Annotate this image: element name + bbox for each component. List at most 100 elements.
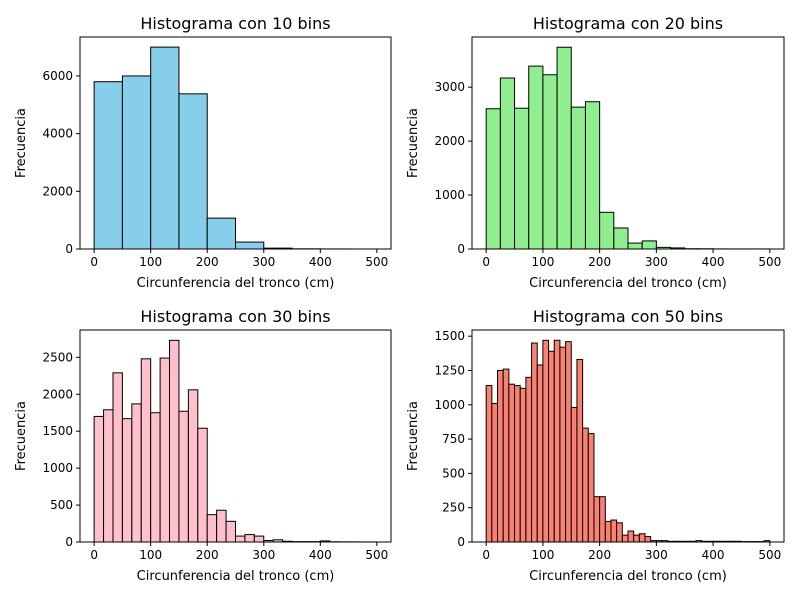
histogram-bar — [485, 108, 501, 250]
histogram-bar — [559, 346, 567, 543]
x-tick-label: 0 — [90, 548, 98, 562]
histogram-bar — [542, 339, 550, 543]
y-axis-label: Frecuencia — [406, 108, 421, 178]
histogram-bar — [121, 75, 152, 250]
x-tick-label: 200 — [196, 255, 219, 269]
y-tick-label: 4000 — [42, 127, 73, 141]
histogram-bar — [93, 415, 105, 543]
histogram-bar — [121, 418, 133, 543]
histogram-bar — [178, 93, 208, 250]
histogram-bar — [593, 496, 601, 543]
histogram-bar — [644, 536, 652, 543]
y-axis-label: Frecuencia — [406, 401, 421, 471]
y-tick-label: 6000 — [42, 69, 73, 83]
y-tick-label: 2500 — [42, 350, 73, 364]
histogram-bar — [531, 342, 538, 543]
histogram-bar — [112, 372, 123, 543]
histogram-bar — [514, 385, 521, 543]
subplot-2: 0 100 200 300 400 500 0 1000 2000 3000 Histograma … — [406, 14, 785, 291]
y-tick-label: 1000 — [434, 188, 465, 202]
histogram-bar — [599, 211, 615, 250]
y-tick-label: 1500 — [434, 329, 465, 343]
histogram-bar — [235, 535, 246, 543]
y-tick-label: 1000 — [434, 398, 465, 412]
histogram-bar — [508, 383, 516, 543]
axes-frame — [471, 36, 785, 250]
x-tick-label: 0 — [482, 548, 490, 562]
histogram-bar — [140, 358, 152, 543]
x-tick-label: 300 — [252, 548, 275, 562]
histogram-bar — [610, 519, 618, 543]
x-tick-label: 0 — [482, 255, 490, 269]
y-tick-label: 0 — [65, 242, 73, 256]
histogram-bar — [556, 46, 572, 250]
x-tick-label: 300 — [645, 255, 668, 269]
y-tick-label: 250 — [442, 501, 465, 515]
subplot-1: 0 100 200 300 400 500 0 2000 4000 6000 Histograma … — [14, 14, 392, 291]
x-tick-label: 500 — [365, 255, 388, 269]
histogram-bar — [93, 81, 123, 250]
x-axis-label: Circunferencia del tronco (cm) — [137, 569, 335, 584]
histogram-bar — [613, 227, 629, 250]
x-tick-label: 100 — [531, 548, 554, 562]
x-axis-label: Circunferencia del tronco (cm) — [529, 569, 727, 584]
x-axis-label: Circunferencia del tronco (cm) — [529, 276, 727, 291]
y-tick-label: 0 — [457, 535, 465, 549]
y-tick-label: 2000 — [42, 184, 73, 198]
axes-frame — [471, 329, 785, 543]
x-tick-label: 400 — [702, 255, 725, 269]
histogram-bar — [519, 387, 527, 543]
x-tick-label: 300 — [252, 255, 275, 269]
histogram-bar — [169, 339, 180, 543]
x-tick-label: 400 — [309, 255, 332, 269]
chart-title: Histograma con 10 bins — [140, 14, 330, 33]
histogram-bar — [514, 107, 530, 250]
histogram-bar — [197, 427, 208, 543]
histogram-bar — [584, 101, 601, 250]
y-tick-label: 0 — [457, 242, 465, 256]
x-tick-label: 200 — [588, 255, 611, 269]
histogram-bar — [206, 514, 218, 543]
y-tick-label: 500 — [50, 498, 73, 512]
histogram-bar — [178, 410, 189, 543]
chart-title: Histograma con 30 bins — [140, 307, 330, 326]
y-tick-label: 750 — [442, 432, 465, 446]
histogram-bar — [542, 74, 558, 250]
histogram-bar — [103, 409, 114, 543]
histogram-bar — [159, 357, 171, 543]
x-tick-label: 500 — [758, 548, 781, 562]
axes-frame — [79, 329, 392, 543]
histogram-bar — [536, 364, 544, 543]
histogram-bar — [150, 46, 180, 250]
histogram-bar — [216, 509, 227, 543]
histogram-bar — [235, 241, 265, 250]
subplot-4: 0 100 200 300 400 500 0 250 500 750 1000 1250 1500 Hi… — [406, 307, 785, 584]
histogram-bar — [638, 533, 646, 543]
y-tick-label: 1000 — [42, 461, 73, 475]
histogram-bar — [570, 407, 578, 543]
y-tick-label: 1250 — [434, 363, 465, 377]
axes-frame — [79, 36, 392, 250]
histogram-bar — [599, 496, 606, 543]
histogram-bar — [570, 106, 586, 250]
histogram-bar — [187, 389, 199, 543]
histogram-bar — [576, 359, 584, 543]
chart-title: Histograma con 20 bins — [533, 14, 723, 33]
histogram-bar — [582, 427, 589, 543]
histogram-bar — [502, 368, 510, 543]
x-tick-label: 500 — [758, 255, 781, 269]
histogram-bar — [621, 534, 629, 543]
x-tick-label: 100 — [531, 255, 554, 269]
x-axis-label: Circunferencia del tronco (cm) — [137, 276, 335, 291]
subplot-3: 0 100 200 300 400 500 0 500 1000 1500 2000 2500 Hist… — [14, 307, 392, 584]
histogram-bar — [627, 242, 643, 250]
x-tick-label: 400 — [309, 548, 332, 562]
x-tick-label: 200 — [588, 548, 611, 562]
histogram-bar — [497, 369, 504, 543]
histogram-bar — [616, 522, 623, 543]
chart-title: Histograma con 50 bins — [533, 307, 723, 326]
x-tick-label: 400 — [702, 548, 725, 562]
histogram-bar — [131, 403, 142, 543]
y-tick-label: 1500 — [42, 424, 73, 438]
